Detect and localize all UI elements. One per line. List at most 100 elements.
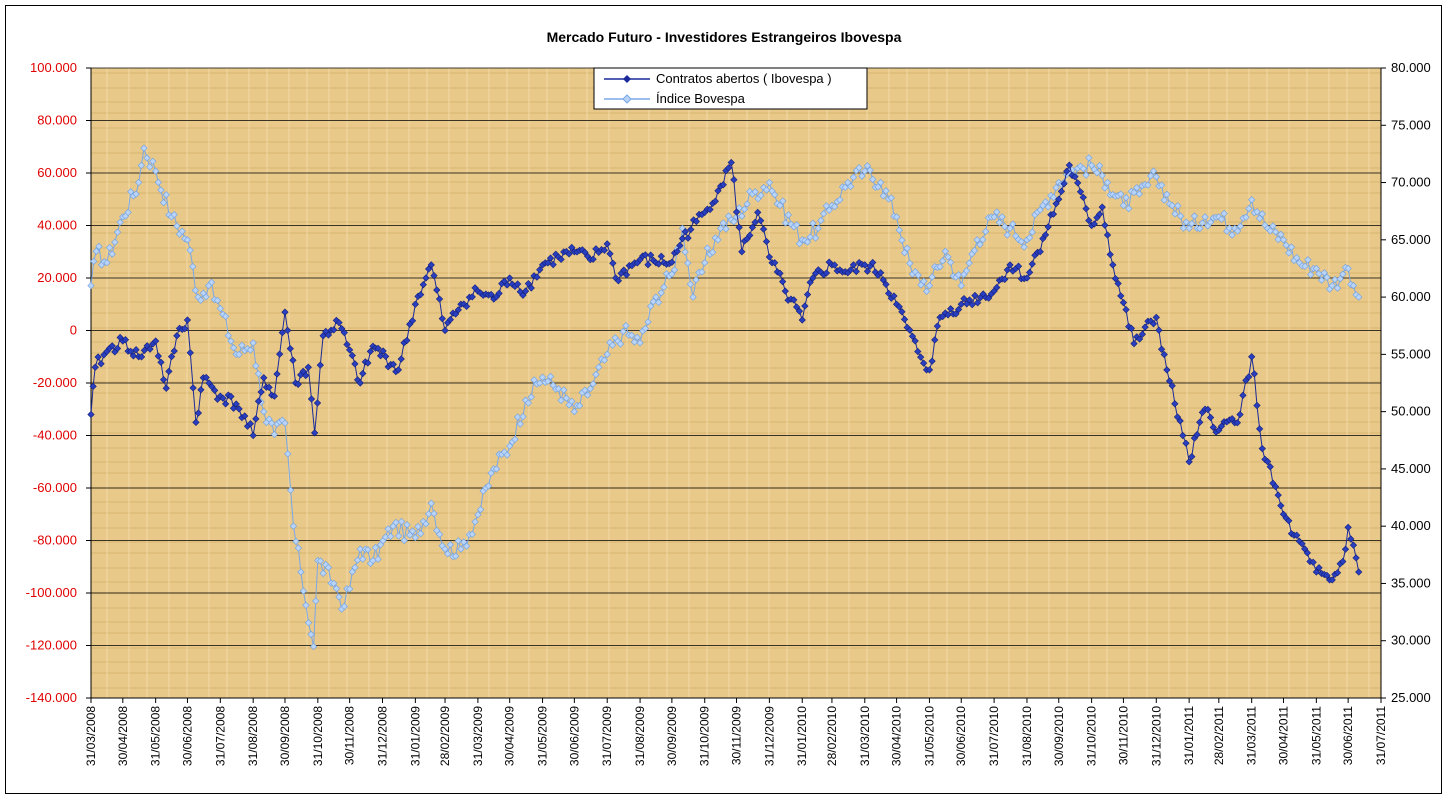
data-point [1307, 271, 1315, 279]
data-point [732, 208, 741, 216]
data-point [1090, 220, 1098, 228]
data-point [993, 283, 1001, 292]
data-point [238, 341, 246, 349]
data-point [709, 248, 717, 256]
data-point [346, 585, 354, 593]
data-point [1263, 457, 1272, 466]
data-point [811, 234, 820, 242]
data-point [422, 274, 430, 282]
data-point [1248, 353, 1256, 361]
data-point [877, 178, 885, 187]
data-point [1177, 212, 1185, 220]
data-point [503, 451, 511, 459]
data-point [692, 276, 700, 284]
data-point [183, 316, 192, 324]
data-point [1055, 195, 1063, 203]
data-point [1352, 554, 1360, 562]
data-point [1052, 200, 1060, 208]
data-point [403, 521, 411, 529]
data-point [1049, 210, 1058, 218]
data-point [1285, 517, 1293, 525]
data-point [1165, 377, 1174, 385]
data-point [803, 238, 812, 246]
data-point [570, 408, 578, 416]
data-point [441, 545, 449, 553]
data-point [925, 366, 934, 374]
x-tick-label: 31/10/2009 [698, 706, 712, 766]
data-point [435, 295, 444, 303]
data-point [1344, 264, 1352, 273]
data-point [822, 202, 831, 210]
left-axis-ticks: 100.000 80.000 60.000 40.000 20.000 0 -20.000 -… [26, 60, 92, 705]
data-point [1185, 458, 1193, 466]
data-point [235, 350, 243, 359]
data-point [297, 568, 305, 576]
x-axis-ticks: 31/03/2008 30/04/2008 31/05/2008 30/06/2008… [84, 697, 1388, 766]
x-tick-label: 28/02/2009 [438, 706, 452, 766]
data-point [1025, 268, 1034, 277]
data-point [281, 419, 289, 427]
data-point [324, 563, 333, 572]
data-point [985, 294, 993, 302]
data-point [382, 352, 390, 360]
data-point [438, 315, 446, 323]
data-point [1114, 279, 1122, 288]
data-point [1217, 422, 1226, 430]
data-point [324, 331, 333, 339]
right-tick-label: 60.000 [1391, 289, 1431, 304]
data-point [1168, 382, 1176, 390]
data-point [701, 259, 709, 267]
data-point [270, 430, 279, 439]
data-point [351, 360, 359, 368]
right-tick-label: 30.000 [1391, 633, 1431, 648]
data-point [965, 296, 974, 304]
data-point [408, 317, 417, 325]
data-point [743, 200, 751, 208]
data-point [1063, 167, 1071, 175]
data-point [224, 331, 232, 340]
data-point [157, 358, 165, 366]
data-point [1082, 171, 1090, 179]
data-point [152, 167, 160, 175]
data-point [376, 352, 385, 360]
data-point [748, 223, 757, 231]
data-point [332, 584, 341, 593]
data-point [97, 360, 105, 368]
data-point [157, 186, 165, 194]
data-point [1228, 231, 1236, 239]
data-point [809, 274, 817, 282]
data-point [1196, 418, 1204, 426]
data-point [189, 384, 197, 392]
data-point [536, 379, 544, 387]
data-point [487, 290, 495, 299]
data-point [692, 217, 701, 226]
data-point [340, 602, 348, 610]
data-point [140, 144, 148, 152]
data-point [124, 208, 132, 217]
data-point [252, 362, 260, 370]
data-point [260, 374, 268, 382]
data-point [557, 255, 565, 264]
data-point [974, 299, 982, 307]
data-point [91, 363, 99, 371]
data-point [284, 450, 292, 458]
data-point [882, 187, 890, 195]
x-tick-label: 31/07/2010 [987, 706, 1001, 766]
data-point [1006, 224, 1014, 232]
data-point [670, 266, 679, 274]
data-point [137, 353, 146, 361]
data-point [173, 222, 181, 230]
data-point [801, 302, 809, 310]
data-point [885, 289, 893, 298]
data-point [460, 300, 468, 308]
data-point [270, 392, 279, 400]
data-point [178, 227, 186, 235]
data-point [751, 218, 759, 226]
x-tick-label: 31/12/2009 [762, 706, 776, 766]
data-point [657, 289, 665, 297]
data-point [197, 386, 205, 394]
data-point [1271, 228, 1280, 236]
data-point [1127, 324, 1135, 333]
data-point [1282, 241, 1290, 249]
data-point [330, 326, 338, 334]
